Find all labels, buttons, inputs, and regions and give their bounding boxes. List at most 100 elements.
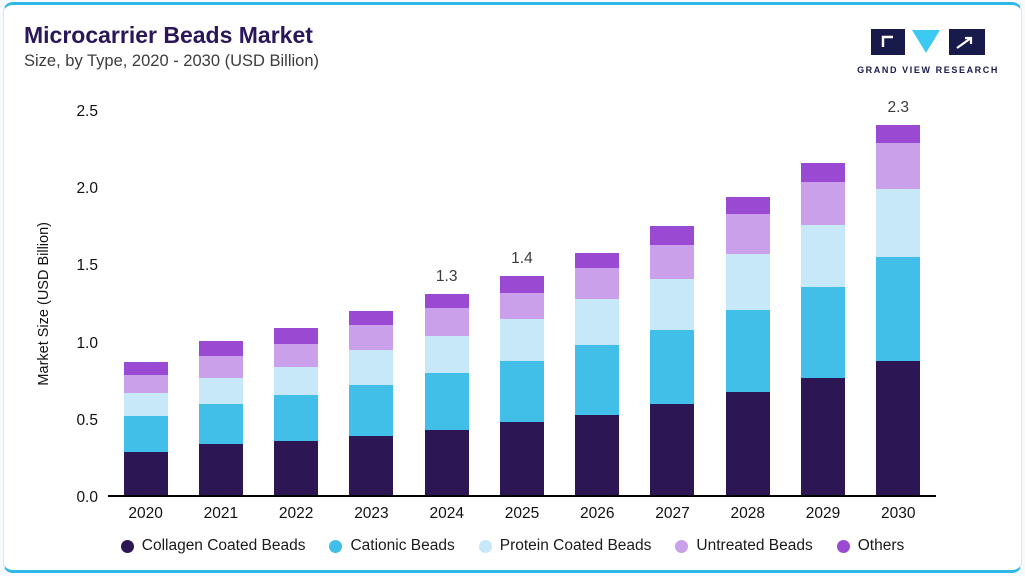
bar-segment	[876, 189, 921, 258]
bar-segment	[801, 224, 846, 287]
x-axis-tick-label: 2028	[730, 505, 765, 522]
y-axis-tick-label: 1.0	[76, 334, 98, 352]
plot-area: 1.3 1.4 2.3	[108, 99, 936, 497]
bar-group-2028	[710, 111, 785, 495]
bar-segment	[198, 403, 243, 444]
bar-segment	[123, 451, 168, 495]
legend-item: Cationic Beads	[329, 537, 455, 555]
chart-card: Microcarrier Beads Market Size, by Type,…	[3, 2, 1022, 573]
bar-segment	[274, 328, 319, 344]
bar-value-label: 1.3	[435, 268, 458, 286]
bar-segment	[123, 362, 168, 375]
brand-logo: GRAND VIEW RESEARCH	[857, 27, 999, 75]
bar-segment	[349, 349, 394, 386]
bar-segment	[349, 436, 394, 495]
chart-legend: Collagen Coated Beads Cationic Beads Prote…	[4, 537, 1021, 555]
bar-segment	[349, 385, 394, 437]
legend-item: Others	[836, 537, 905, 555]
stacked-bar-2025: 1.4	[499, 250, 544, 495]
bar-segment	[274, 366, 319, 395]
bar-group-2022	[259, 111, 334, 495]
stacked-bar-2027	[650, 226, 695, 495]
bar-segment	[198, 356, 243, 378]
stacked-bar-chart: Market Size (USD Billion) 0.0 0.5 1.0 1.5 2.…	[30, 99, 936, 523]
stacked-bar-2020	[123, 362, 168, 495]
y-axis-tick-label: 0.5	[76, 411, 98, 429]
stacked-bar-2023	[349, 311, 394, 495]
bar-segment	[499, 422, 544, 495]
bar-segment	[801, 377, 846, 495]
bar-group-2024: 1.3	[409, 111, 484, 495]
legend-item: Collagen Coated Beads	[120, 537, 306, 555]
legend-dot	[120, 539, 134, 553]
chart-subtitle: Size, by Type, 2020 - 2030 (USD Billion)	[24, 52, 320, 70]
stacked-bar-2029	[801, 163, 846, 495]
bar-segment	[650, 244, 695, 279]
bar-segment	[123, 416, 168, 452]
y-axis-label: Market Size (USD Billion)	[36, 222, 52, 386]
bar-segment	[274, 441, 319, 495]
bar-segment	[876, 360, 921, 495]
y-axis-label-wrap: Market Size (USD Billion)	[30, 111, 58, 497]
bar-segment	[876, 124, 921, 144]
legend-label: Protein Coated Beads	[499, 537, 652, 554]
legend-dot	[478, 539, 492, 553]
bar-segment	[198, 444, 243, 495]
bar-group-2026	[560, 111, 635, 495]
y-axis-tick-label: 1.5	[76, 257, 98, 275]
stacked-bar-2030: 2.3	[876, 99, 921, 495]
legend-label: Cationic Beads	[350, 537, 455, 554]
bar-segment	[725, 391, 770, 495]
bar-segment	[499, 275, 544, 293]
legend-item: Untreated Beads	[675, 537, 813, 555]
x-axis-tick-label: 2027	[655, 505, 690, 522]
legend-dot	[329, 539, 343, 553]
bar-segment	[725, 309, 770, 392]
bar-segment	[650, 226, 695, 245]
grand-view-research-logo-icon	[871, 29, 986, 55]
bar-segment	[801, 163, 846, 182]
bar-segment	[876, 143, 921, 190]
bar-value-label: 2.3	[887, 98, 910, 116]
x-axis-tick-label: 2029	[805, 505, 841, 522]
bar-segment	[876, 257, 921, 361]
legend-label: Others	[857, 537, 905, 554]
title-block: Microcarrier Beads Market Size, by Type,…	[24, 21, 319, 73]
bar-segment	[274, 343, 319, 367]
stacked-bar-2021	[198, 340, 243, 495]
bar-segment	[424, 294, 469, 309]
bar-segment	[650, 403, 695, 495]
legend-label: Collagen Coated Beads	[141, 537, 306, 554]
bar-segment	[198, 377, 243, 404]
bar-segment	[575, 414, 620, 495]
x-axis-tick-label: 2030	[881, 505, 916, 522]
bar-segment	[650, 278, 695, 330]
bar-group-2021	[183, 111, 258, 495]
bar-segment	[575, 268, 620, 299]
x-axis-tick-label: 2024	[429, 505, 464, 522]
x-axis-tick-label: 2020	[128, 505, 163, 522]
bar-group-2027	[635, 111, 710, 495]
legend-dot	[675, 539, 689, 553]
x-axis-tick-label: 2025	[504, 505, 540, 522]
legend-dot	[836, 539, 850, 553]
legend-item: Protein Coated Beads	[478, 537, 652, 555]
bar-segment	[499, 318, 544, 361]
bar-segment	[123, 374, 168, 394]
brand-logo-text: GRAND VIEW RESEARCH	[857, 65, 999, 75]
bar-segment	[801, 181, 846, 225]
bar-segment	[499, 360, 544, 423]
plot-column: 1.3 1.4 2.3 2020 2021 2022 2023 2024 2025 2026 20…	[108, 99, 936, 523]
bar-value-label: 1.4	[511, 249, 533, 267]
y-axis-tick-label: 2.0	[76, 180, 98, 198]
bar-segment	[575, 345, 620, 415]
bar-segment	[575, 298, 620, 346]
bar-segment	[424, 336, 469, 374]
bar-segment	[801, 286, 846, 378]
y-axis-tick-label: 0.0	[76, 489, 98, 506]
bar-segment	[650, 329, 695, 404]
stacked-bar-2024: 1.3	[424, 268, 469, 495]
header: Microcarrier Beads Market Size, by Type,…	[4, 5, 1021, 75]
bar-segment	[725, 214, 770, 255]
bar-segment	[349, 311, 394, 326]
